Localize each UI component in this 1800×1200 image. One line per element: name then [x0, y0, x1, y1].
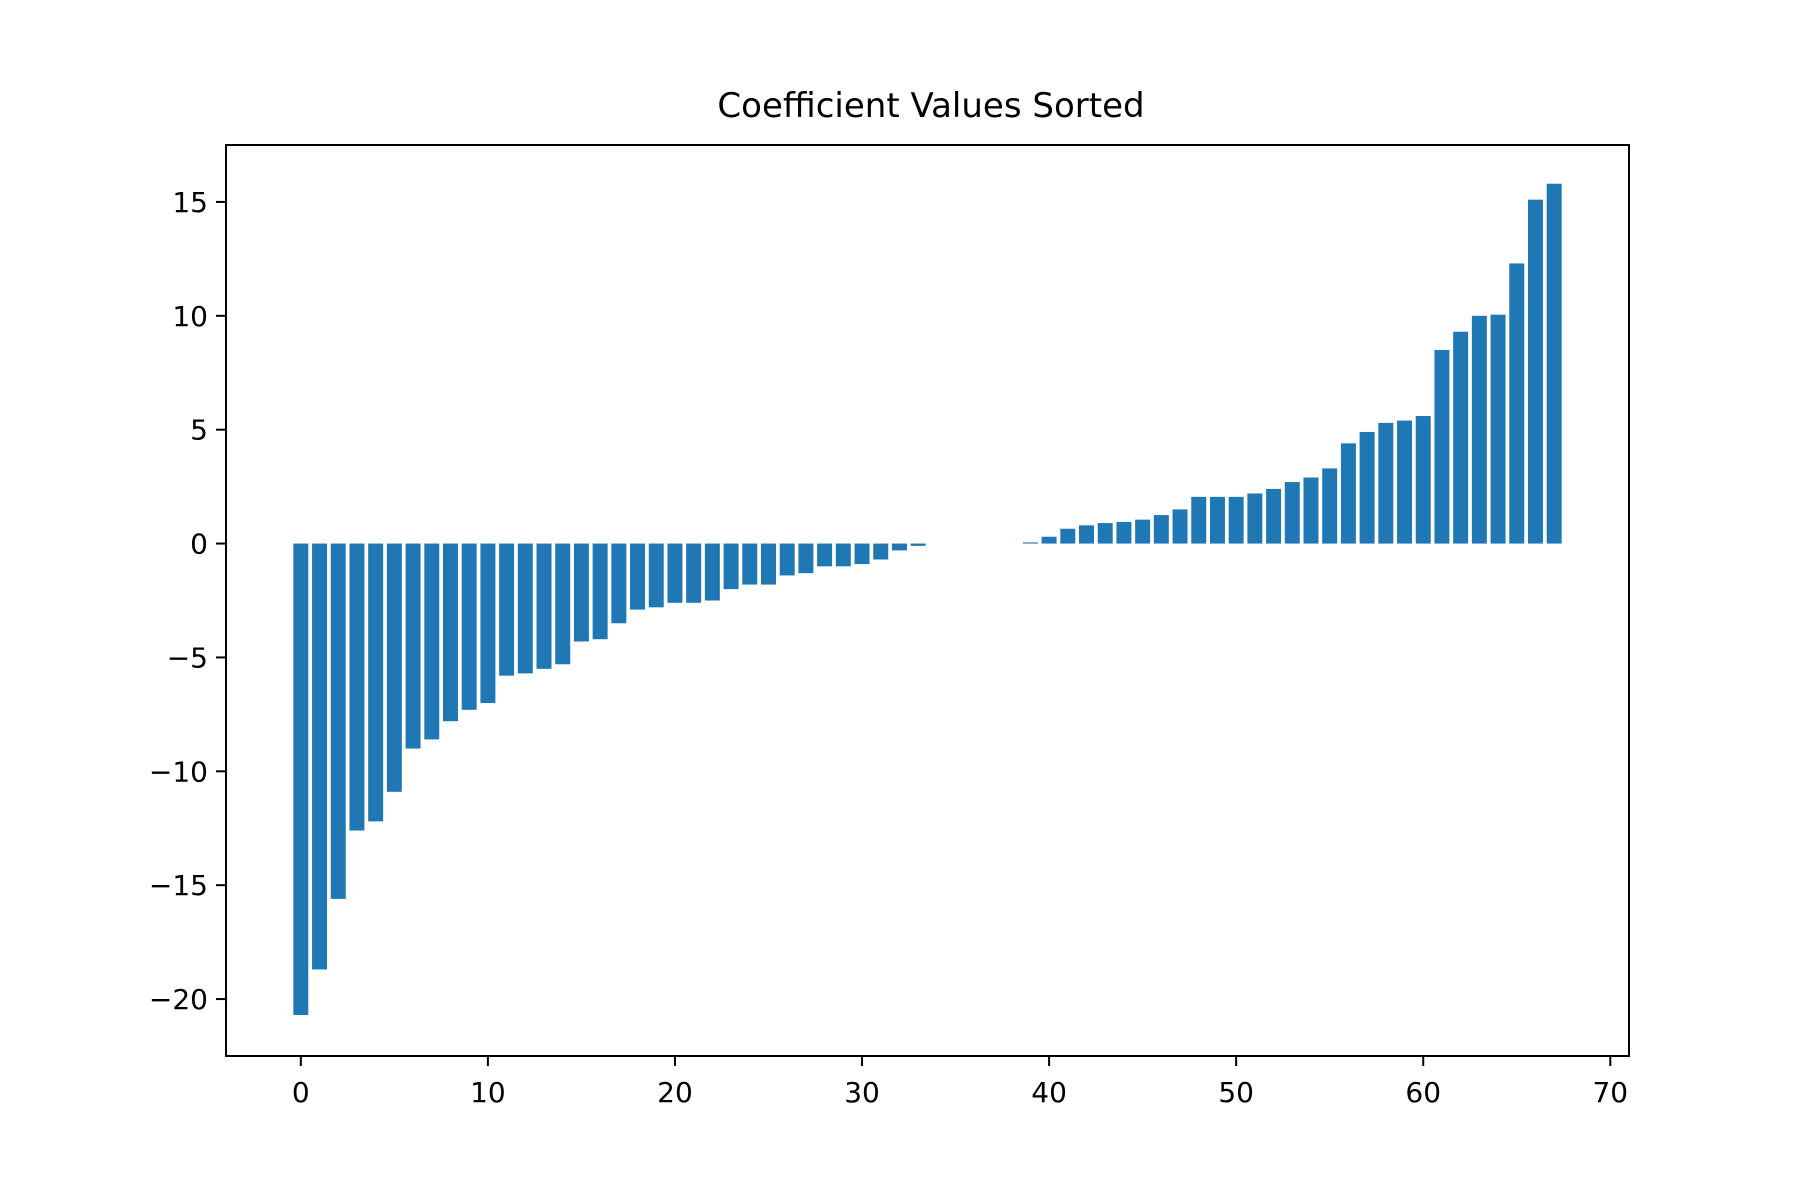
x-tick-label: 10	[470, 1076, 506, 1109]
bar-42	[1079, 525, 1094, 544]
bar-20	[667, 543, 683, 603]
bar-13	[536, 543, 552, 669]
x-tick-label: 50	[1218, 1076, 1254, 1109]
bar-21	[686, 543, 702, 603]
bar-28	[817, 543, 833, 567]
bar-12	[517, 543, 533, 674]
bar-44	[1116, 521, 1132, 544]
y-axis: −20 −15 −10 −5 0 5 10 15	[149, 186, 226, 1016]
plot-frame	[225, 144, 1630, 1057]
x-axis: 0 10 20 30 40 50 60 70	[292, 1056, 1628, 1109]
bar-3	[349, 543, 365, 831]
bar-66	[1527, 199, 1543, 544]
x-tick-label: 30	[844, 1076, 880, 1109]
y-tick-label: 10	[172, 300, 208, 333]
x-tick-label: 0	[292, 1076, 310, 1109]
bar-11	[499, 543, 515, 676]
bar-0	[293, 543, 309, 1015]
bar-47	[1172, 509, 1188, 544]
bar-32	[891, 543, 907, 551]
bar-1	[312, 543, 328, 970]
bar-9	[461, 543, 477, 710]
bar-2	[330, 543, 346, 899]
bar-15	[573, 543, 589, 642]
bar-14	[555, 543, 571, 665]
bar-23	[723, 543, 739, 590]
bar-63	[1471, 315, 1487, 544]
bar-33	[910, 543, 926, 546]
bar-10	[480, 543, 496, 703]
y-tick-label: −20	[149, 983, 208, 1016]
bar-51	[1247, 493, 1263, 544]
bar-39	[1022, 542, 1038, 544]
bar-45	[1135, 519, 1151, 544]
bar-65	[1509, 263, 1525, 544]
bar-56	[1340, 443, 1356, 544]
bar-52	[1266, 488, 1282, 544]
bar-16	[592, 543, 608, 640]
bar-62	[1453, 331, 1469, 544]
bar-67	[1546, 183, 1562, 544]
bar-6	[405, 543, 421, 749]
bar-24	[742, 543, 758, 585]
y-tick-label: −15	[149, 869, 208, 902]
chart-title: Coefficient Values Sorted	[717, 86, 1144, 126]
bar-4	[368, 543, 384, 822]
bar-17	[611, 543, 627, 624]
bar-19	[648, 543, 664, 608]
y-tick-label: −10	[149, 755, 208, 788]
bar-49	[1209, 496, 1225, 544]
bar-5	[386, 543, 402, 792]
bar-22	[704, 543, 720, 601]
x-tick-label: 60	[1405, 1076, 1441, 1109]
bar-26	[779, 543, 795, 576]
bar-41	[1060, 528, 1076, 544]
y-tick-label: 15	[172, 186, 208, 219]
bar-60	[1415, 416, 1431, 544]
bar-18	[630, 543, 646, 610]
x-tick-label: 70	[1592, 1076, 1628, 1109]
bar-48	[1191, 496, 1207, 544]
bar-50	[1228, 496, 1244, 544]
bar-59	[1397, 420, 1413, 544]
x-tick-label: 40	[1031, 1076, 1067, 1109]
bar-54	[1303, 477, 1319, 544]
bar-64	[1490, 314, 1506, 544]
bar-8	[443, 543, 458, 722]
bar-58	[1378, 422, 1394, 544]
bar-43	[1097, 523, 1113, 544]
y-tick-label: 5	[190, 414, 208, 447]
bar-30	[854, 543, 870, 565]
y-tick-label: 0	[190, 528, 208, 561]
bar-29	[835, 543, 851, 567]
bar-61	[1434, 349, 1450, 544]
bar-40	[1041, 536, 1057, 544]
bar-31	[873, 543, 889, 560]
bar-7	[424, 543, 440, 740]
bar-27	[798, 543, 814, 574]
bar-46	[1153, 515, 1169, 544]
x-tick-label: 20	[657, 1076, 693, 1109]
bars-group	[293, 183, 1562, 1015]
y-tick-label: −5	[167, 641, 208, 674]
bar-25	[761, 543, 776, 585]
bar-53	[1284, 482, 1300, 544]
bar-57	[1359, 431, 1375, 544]
bar-55	[1322, 468, 1338, 544]
